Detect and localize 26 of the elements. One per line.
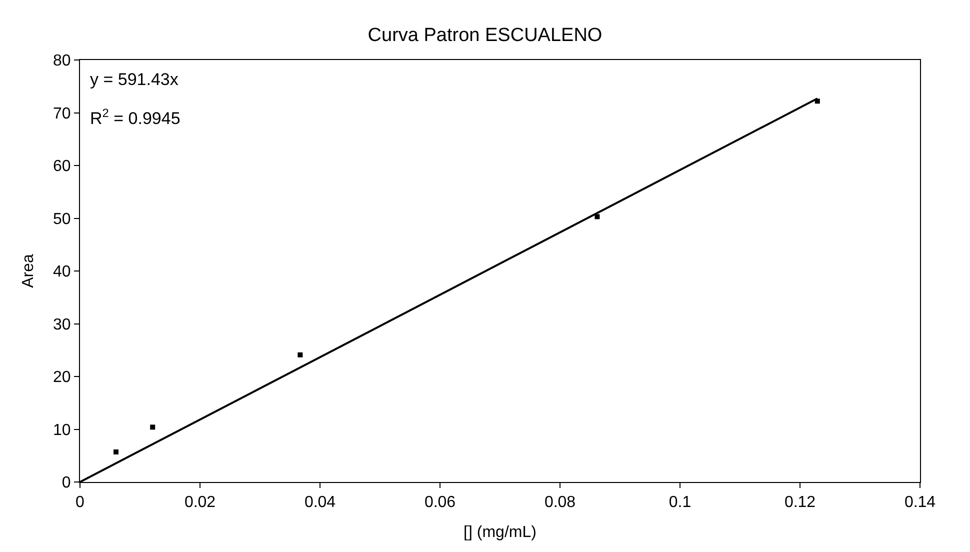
y-tick-label: 60	[53, 158, 71, 176]
y-tick-label: 10	[53, 422, 71, 439]
point	[594, 214, 600, 220]
x-tick-label: 0.04	[304, 494, 336, 512]
x-tick-label: 0.06	[424, 494, 456, 512]
point	[114, 449, 118, 454]
annotation: R$^{2}$ = 0.9945	[90, 106, 180, 128]
chart-title: Curva Patron ESCUALENO	[368, 24, 602, 46]
x-axis-title: [] (mg/mL)	[464, 524, 536, 541]
point	[150, 424, 156, 430]
y-tick-label: 70	[53, 105, 71, 122]
x-tick-label: 0	[76, 494, 85, 512]
y-tick-label: 80	[53, 52, 71, 70]
x-tick-label: 0.14	[904, 494, 936, 512]
x-tick-label: 0.1	[668, 494, 692, 512]
y-tick-label: 50	[53, 210, 71, 228]
x-tick-label: 0.02	[184, 494, 216, 512]
y-tick-label: 20	[53, 369, 71, 386]
y-tick-label: 40	[53, 264, 71, 281]
point	[298, 352, 303, 358]
y-tick-label: 30	[53, 316, 71, 334]
annotation: y = 591.43x	[90, 70, 179, 89]
x-tick-label: 0.12	[784, 494, 816, 512]
x-tick-label: 0.08	[544, 494, 576, 512]
y-axis-title: Area	[20, 254, 37, 288]
y-tick-label: 0	[62, 474, 71, 492]
